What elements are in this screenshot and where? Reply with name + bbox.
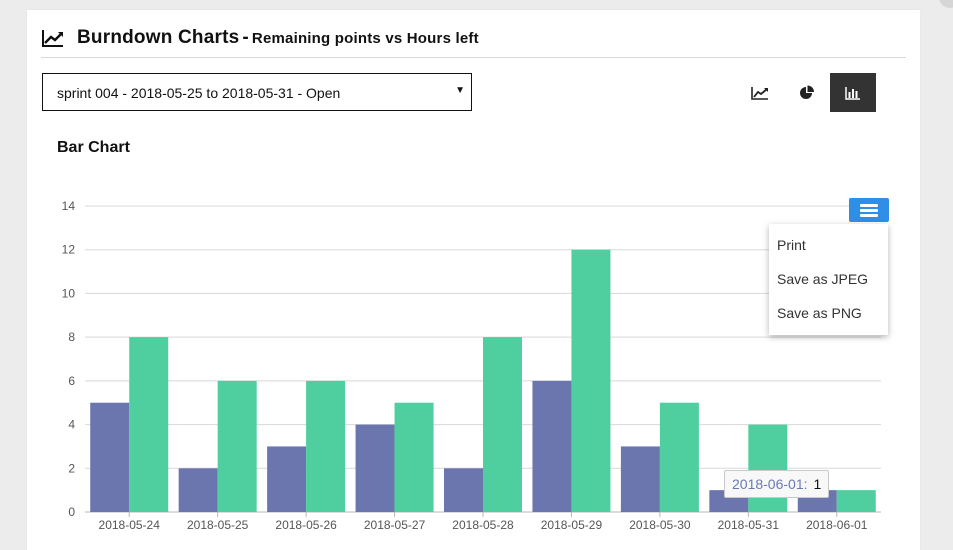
bar-chart-icon bbox=[845, 86, 860, 100]
y-tick-label: 0 bbox=[68, 505, 75, 519]
x-tick-label: 2018-05-27 bbox=[364, 518, 426, 532]
bar-b-2018-05-27 bbox=[394, 402, 434, 512]
line-chart-view-button[interactable] bbox=[737, 73, 783, 112]
caret-down-icon: ▼ bbox=[455, 85, 465, 96]
line-chart-icon bbox=[42, 30, 63, 47]
chart-menu-button[interactable] bbox=[849, 198, 889, 222]
title-text: Burndown Charts bbox=[77, 27, 240, 48]
sprint-select-value: sprint 004 - 2018-05-25 to 2018-05-31 - … bbox=[57, 85, 341, 101]
bar-chart-view-button[interactable] bbox=[830, 73, 876, 112]
line-chart-icon bbox=[751, 86, 768, 100]
corner-decoration bbox=[939, 0, 953, 8]
panel-header: Burndown Charts - Remaining points vs Hour… bbox=[41, 27, 906, 58]
bar-chart: 0 2 4 6 8 10 12 14 2018-05-24 2018-05-25 2018-05-2… bbox=[62, 199, 881, 532]
page-subtitle: Remaining points vs Hours left bbox=[251, 30, 479, 47]
bar-b-2018-05-31 bbox=[748, 424, 788, 512]
bar-a-2018-05-28 bbox=[444, 468, 483, 512]
x-tick-label: 2018-05-29 bbox=[541, 518, 603, 532]
x-tick-label: 2018-05-24 bbox=[99, 518, 161, 532]
page-title: Burndown Charts - Remaining points vs Hour… bbox=[77, 27, 479, 49]
y-tick-label: 2 bbox=[68, 461, 75, 475]
x-tick-label: 2018-05-25 bbox=[187, 518, 249, 532]
bar-a-2018-05-26 bbox=[267, 446, 307, 512]
bar-a-2018-05-30 bbox=[620, 446, 660, 512]
chart-title: Bar Chart bbox=[57, 139, 130, 156]
x-tick-label: 2018-05-28 bbox=[452, 518, 514, 532]
menu-icon bbox=[860, 204, 878, 207]
y-tick-label: 14 bbox=[62, 199, 76, 213]
bar-b-2018-05-30 bbox=[659, 402, 699, 512]
bar-b-2018-05-28 bbox=[483, 337, 522, 512]
print-menu-item[interactable]: Print bbox=[777, 237, 806, 253]
x-tick-label: 2018-06-01 bbox=[806, 518, 868, 532]
burndown-panel: Burndown Charts - Remaining points vs Hour… bbox=[27, 10, 920, 550]
bar-a-2018-05-29 bbox=[532, 380, 572, 512]
x-tick-label: 2018-05-30 bbox=[629, 518, 691, 532]
save-png-menu-item[interactable]: Save as PNG bbox=[777, 305, 862, 321]
y-tick-label: 6 bbox=[68, 374, 75, 388]
tooltip-value: 1 bbox=[813, 476, 822, 492]
y-tick-label: 10 bbox=[62, 286, 76, 300]
bar-b-2018-05-24 bbox=[129, 337, 169, 512]
tooltip-label: 2018-06-01: bbox=[732, 476, 808, 492]
bar-a-2018-05-24 bbox=[90, 402, 130, 512]
x-tick-label: 2018-05-31 bbox=[718, 518, 780, 532]
bar-a-2018-05-25 bbox=[178, 468, 218, 512]
bar-b-2018-05-29 bbox=[571, 249, 611, 512]
pie-chart-icon bbox=[800, 85, 814, 99]
save-jpeg-menu-item[interactable]: Save as JPEG bbox=[777, 271, 869, 287]
sprint-select[interactable]: sprint 004 - 2018-05-25 to 2018-05-31 - … bbox=[42, 73, 472, 111]
bar-b-2018-05-25 bbox=[217, 380, 257, 512]
title-separator: - bbox=[242, 27, 249, 48]
y-tick-label: 4 bbox=[68, 418, 75, 432]
export-menu: Print Save as JPEG Save as PNG bbox=[769, 224, 888, 335]
bar-b-2018-05-26 bbox=[306, 380, 346, 512]
chart-tooltip: 2018-06-01: 1 bbox=[724, 470, 830, 498]
pie-chart-view-button[interactable] bbox=[784, 73, 830, 112]
y-tick-label: 8 bbox=[68, 330, 75, 344]
bar-b-2018-06-01 bbox=[836, 490, 876, 512]
y-tick-label: 12 bbox=[62, 243, 76, 257]
bar-a-2018-05-27 bbox=[355, 424, 395, 512]
x-tick-label: 2018-05-26 bbox=[275, 518, 337, 532]
